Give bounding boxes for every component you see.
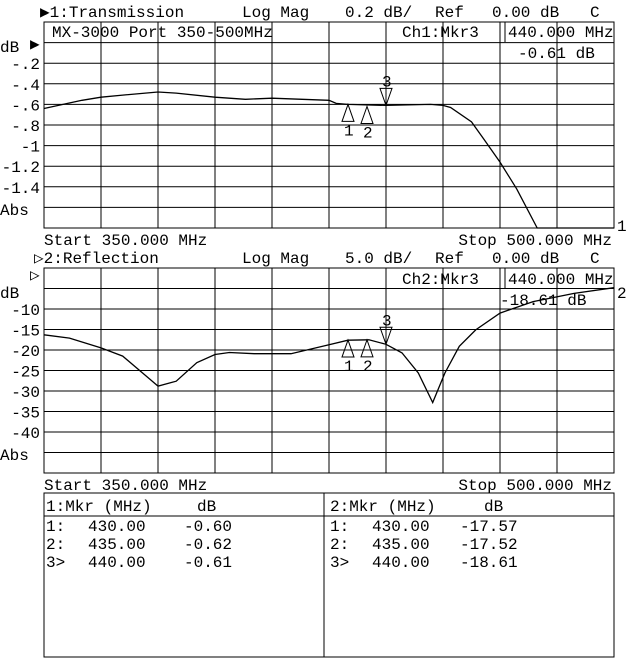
channel-1-yformat: Abs	[0, 202, 29, 220]
active-marker-icon	[379, 326, 393, 346]
marker-icon	[360, 338, 374, 358]
reference-level-arrow-icon: ▷	[30, 267, 40, 285]
table-row: 1: 430.00 -0.60 1: 430.00 -17.57	[46, 518, 518, 536]
row-id: 2:	[46, 536, 65, 554]
channel-1-start: Start 350.000 MHz	[44, 232, 207, 250]
active-marker-icon	[379, 87, 393, 107]
channel-1-marker-freq: 440.000 MHz	[508, 24, 614, 42]
y-tick-label: -40	[11, 425, 40, 443]
row-id: 3>	[330, 554, 349, 572]
reference-level-arrow-icon: ▶	[30, 36, 40, 54]
channel-2-marker-freq: 440.000 MHz	[508, 271, 614, 289]
channel-2-start: Start 350.000 MHz	[44, 477, 207, 495]
channel-2-flag: C	[590, 250, 600, 268]
transmission-chart: ▶1:Transmission Log Mag 0.2 dB/ Ref 0.00…	[0, 4, 627, 250]
y-tick-label: -15	[11, 323, 40, 341]
y-tick-label: -.8	[11, 118, 40, 136]
y-tick-label: -35	[11, 405, 40, 423]
table-row: 2: 435.00 -0.62 2: 435.00 -17.52	[46, 536, 518, 554]
marker-icon	[341, 102, 355, 122]
row-db: -18.61	[460, 554, 518, 572]
channel-2-label[interactable]: ▷2:Reflection	[34, 250, 159, 268]
row-freq: 435.00	[88, 536, 146, 554]
y-tick-label: -1.4	[2, 180, 40, 198]
channel-2-ref-value: 0.00 dB	[492, 250, 559, 268]
row-db: -0.60	[184, 518, 232, 536]
marker-icon	[341, 338, 355, 358]
marker-label: 3	[382, 73, 392, 91]
channel-2-format: Log Mag	[242, 250, 309, 268]
y-tick-label: -.2	[11, 56, 40, 74]
marker-label: 2	[363, 124, 373, 142]
channel-1-ref-label: Ref	[435, 4, 464, 22]
row-id: 1:	[330, 518, 349, 536]
channel-1-marker-label: Ch1:Mkr3	[402, 24, 479, 42]
channel-1-ref-value: 0.00 dB	[492, 4, 559, 22]
row-db: -0.61	[184, 554, 232, 572]
marker-table-frame	[43, 492, 615, 658]
marker-table: 1:Mkr (MHz) dB 2:Mkr (MHz) dB 1: 430.00 …	[43, 492, 615, 658]
row-db: -17.57	[460, 518, 518, 536]
row-id: 3>	[46, 554, 65, 572]
channel-2-marker-label: Ch2:Mkr3	[402, 271, 479, 289]
channel-1-format: Log Mag	[242, 4, 309, 22]
row-id: 2:	[330, 536, 349, 554]
marker-label: 3	[382, 312, 392, 330]
y-tick-label: -1	[21, 139, 40, 157]
trace-1-end-label: 1	[617, 218, 627, 236]
channel-1-label[interactable]: ▶1:Transmission	[40, 4, 184, 22]
marker-icon	[360, 104, 374, 124]
channel-1-flag: C	[590, 4, 600, 22]
y-tick-label: -.4	[11, 77, 40, 95]
table-1-header-db: dB	[197, 498, 216, 516]
channel-2-stop: Stop 500.000 MHz	[458, 477, 612, 495]
marker-label: 1	[344, 358, 354, 376]
reflection-chart: ▷2:Reflection Log Mag 5.0 dB/ Ref 0.00 d…	[0, 250, 627, 495]
row-freq: 430.00	[372, 518, 430, 536]
row-db: -17.52	[460, 536, 518, 554]
channel-2-yformat: Abs	[0, 447, 29, 465]
row-freq: 435.00	[372, 536, 430, 554]
y-tick-label: -.6	[11, 97, 40, 115]
y-tick-label: -1.2	[2, 159, 40, 177]
channel-1-ylabel: dB	[0, 39, 19, 57]
table-row: 3> 440.00 -0.61 3> 440.00 -18.61	[46, 554, 518, 572]
row-freq: 430.00	[88, 518, 146, 536]
channel-1-scale: 0.2 dB/	[345, 4, 412, 22]
y-tick-label: -30	[11, 384, 40, 402]
trace-line	[43, 91, 614, 229]
row-freq: 440.00	[88, 554, 146, 572]
channel-1-marker-value: -0.61 dB	[518, 45, 595, 63]
channel-1-stop: Stop 500.000 MHz	[458, 232, 612, 250]
channel-2-marker-value: -18.61 dB	[500, 292, 586, 310]
row-id: 1:	[46, 518, 65, 536]
channel-2-ylabel: dB	[0, 285, 19, 303]
channel-1-title: MX-3000 Port 350-500MHz	[52, 24, 273, 42]
table-1-header-mkr: 1:Mkr (MHz)	[46, 498, 152, 516]
y-tick-label: -10	[11, 302, 40, 320]
marker-label: 2	[363, 358, 373, 376]
row-freq: 440.00	[372, 554, 430, 572]
table-2-header-mkr: 2:Mkr (MHz)	[330, 498, 436, 516]
marker-label: 1	[344, 122, 354, 140]
y-tick-label: -20	[11, 343, 40, 361]
table-2-header-db: dB	[484, 498, 503, 516]
channel-2-ref-label: Ref	[435, 250, 464, 268]
row-db: -0.62	[184, 536, 232, 554]
channel-2-scale: 5.0 dB/	[345, 250, 412, 268]
y-tick-label: -25	[11, 364, 40, 382]
trace-2-end-label: 2	[617, 285, 627, 303]
